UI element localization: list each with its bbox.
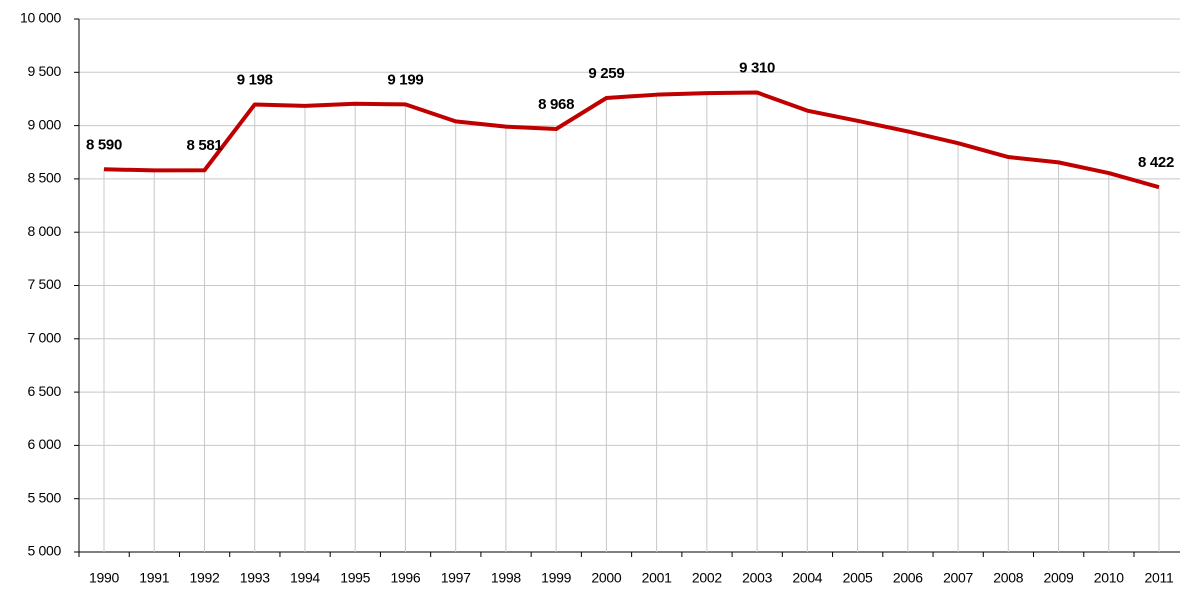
value-label: 9 199 — [387, 71, 423, 88]
x-tick-label: 1991 — [139, 570, 169, 586]
value-label: 8 968 — [538, 96, 574, 113]
x-tick-label: 2002 — [692, 570, 722, 586]
y-tick-label: 10 000 — [20, 10, 62, 26]
x-tick-label: 1992 — [189, 570, 219, 586]
value-label: 9 259 — [588, 65, 624, 82]
y-tick-label: 6 500 — [27, 383, 61, 399]
y-tick-label: 7 000 — [27, 330, 61, 346]
x-tick-label: 1996 — [390, 570, 420, 586]
x-tick-label: 2006 — [893, 570, 923, 586]
x-tick-label: 2005 — [843, 570, 873, 586]
value-label: 8 590 — [86, 136, 122, 153]
x-tick-label: 1990 — [89, 570, 119, 586]
y-tick-label: 8 000 — [27, 223, 61, 239]
y-tick-label: 5 000 — [27, 543, 61, 559]
x-tick-label: 1998 — [491, 570, 521, 586]
x-tick-label: 1993 — [240, 570, 270, 586]
x-tick-label: 2007 — [943, 570, 973, 586]
value-label: 9 198 — [237, 71, 273, 88]
y-tick-label: 5 500 — [27, 489, 61, 505]
x-tick-label: 2010 — [1094, 570, 1124, 586]
y-tick-label: 7 500 — [27, 276, 61, 292]
value-label: 8 422 — [1138, 154, 1174, 171]
x-tick-label: 2008 — [993, 570, 1023, 586]
x-tick-label: 1995 — [340, 570, 370, 586]
x-tick-label: 2003 — [742, 570, 772, 586]
x-tick-label: 2001 — [642, 570, 672, 586]
y-tick-label: 9 500 — [27, 63, 61, 79]
value-label: 8 581 — [186, 137, 222, 154]
x-tick-label: 2000 — [591, 570, 621, 586]
x-tick-label: 2009 — [1044, 570, 1074, 586]
x-tick-label: 1999 — [541, 570, 571, 586]
x-tick-label: 2004 — [792, 570, 822, 586]
data-line — [103, 90, 1160, 190]
x-tick-label: 1997 — [441, 570, 471, 586]
x-tick-label: 1994 — [290, 570, 320, 586]
y-tick-label: 9 000 — [27, 116, 61, 132]
x-tick-label: 2011 — [1145, 570, 1174, 586]
value-label: 9 310 — [739, 60, 775, 77]
y-tick-label: 6 000 — [27, 436, 61, 452]
y-tick-label: 8 500 — [27, 170, 61, 186]
